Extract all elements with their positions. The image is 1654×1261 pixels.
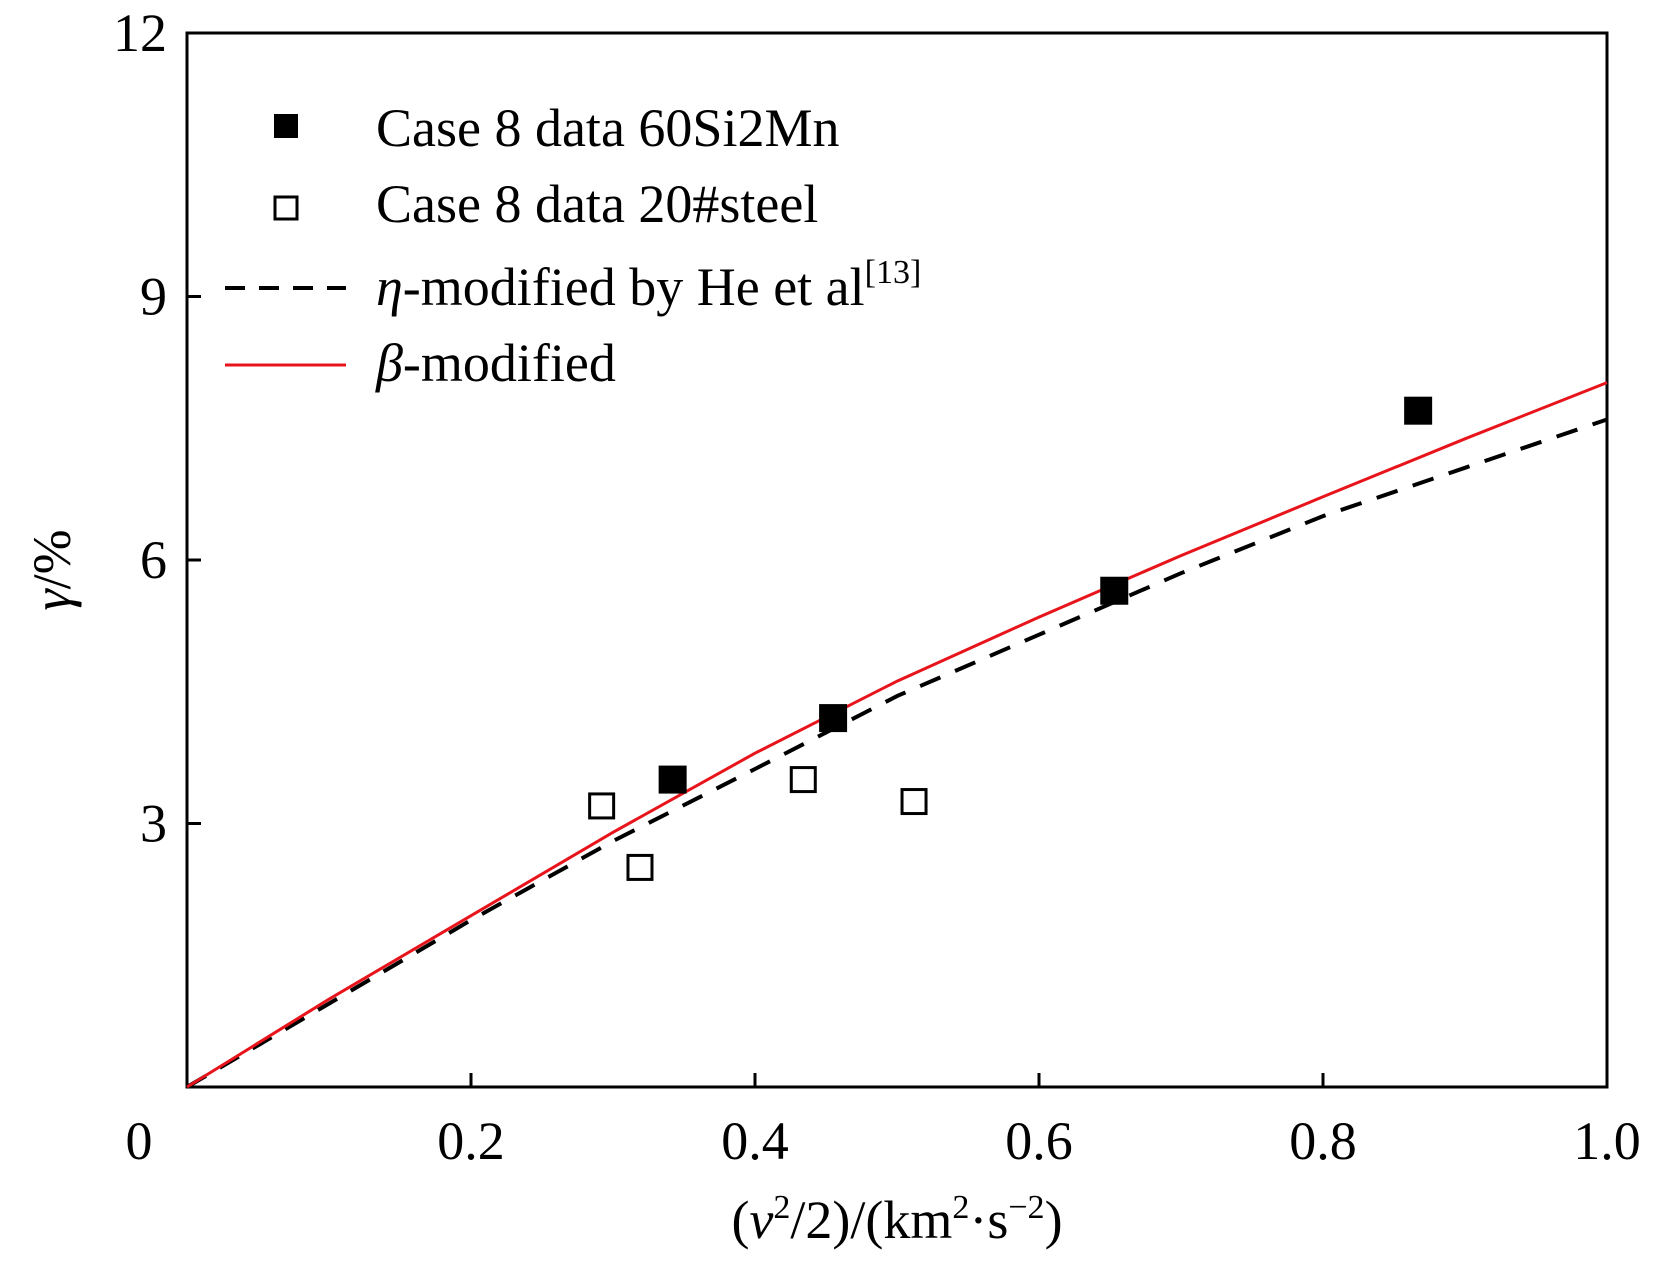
- series-line-2: [185, 417, 1608, 1089]
- data-point-20steel: [626, 853, 654, 881]
- x-tick-label: 0.6: [1005, 1111, 1073, 1171]
- x-tick-label: 0: [126, 1111, 153, 1171]
- x-axis-title: (v2/2)/(km2·s−2): [731, 1189, 1062, 1250]
- data-point-20steel: [789, 766, 817, 794]
- x-tick-label: 1.0: [1573, 1111, 1641, 1171]
- data-point-20steel: [900, 788, 928, 816]
- legend-label-beta: β-modified: [375, 333, 616, 393]
- series-lines: [185, 381, 1608, 1089]
- x-tick-label: 0.4: [721, 1111, 789, 1171]
- y-tick-label: 6: [140, 530, 167, 590]
- data-point-20steel: [588, 792, 616, 820]
- ticks: 0 0.2 0.4 0.6 0.8 1.0 3 6 9 12: [113, 3, 1641, 1171]
- legend-marker-20steel: [273, 195, 299, 221]
- legend: Case 8 data 60Si2Mn Case 8 data 20#steel…: [225, 98, 921, 393]
- data-point-60si2mn: [658, 765, 687, 794]
- series-line-3: [186, 381, 1608, 1089]
- data-point-60si2mn: [819, 704, 848, 733]
- y-axis-title: γ/%: [22, 529, 82, 610]
- y-tick-label: 9: [140, 267, 167, 327]
- y-tick-label: 3: [140, 794, 167, 854]
- legend-label-60si2mn: Case 8 data 60Si2Mn: [376, 98, 839, 158]
- x-tick-label: 0.2: [437, 1111, 505, 1171]
- data-point-60si2mn: [1404, 396, 1433, 425]
- data-point-60si2mn: [1100, 576, 1129, 605]
- legend-label-20steel: Case 8 data 20#steel: [376, 174, 818, 234]
- series-points: [588, 396, 1433, 881]
- legend-marker-60si2mn: [274, 114, 298, 138]
- x-tick-label: 0.8: [1289, 1111, 1357, 1171]
- legend-label-eta: η-modified by He et al[13]: [376, 254, 921, 317]
- y-tick-label: 12: [113, 3, 167, 63]
